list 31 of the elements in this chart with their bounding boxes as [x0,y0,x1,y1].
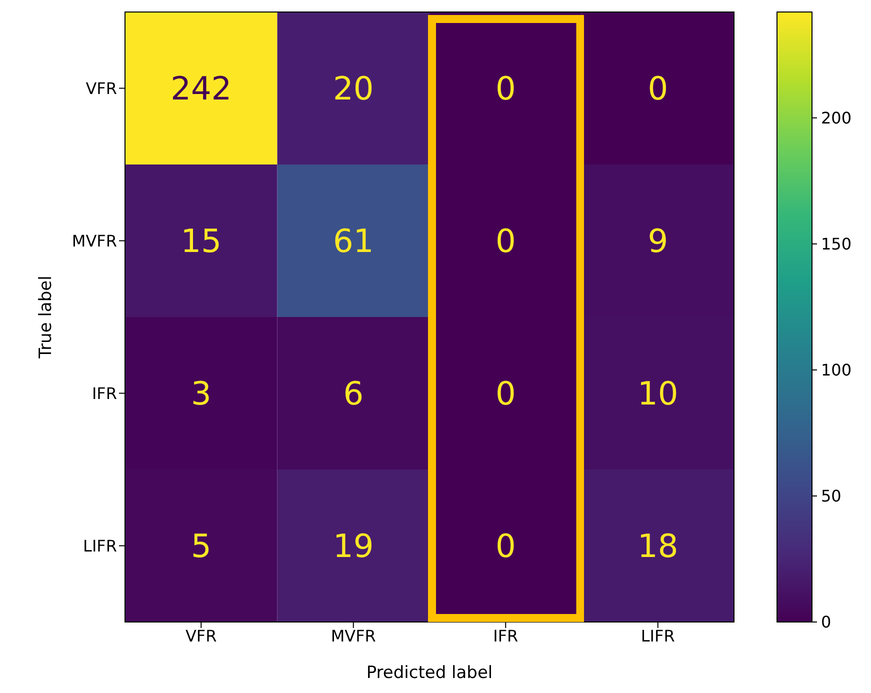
color-bar-label: 50 [821,486,842,506]
color-bar-label: 200 [821,108,852,128]
x-tick-label: LIFR [640,626,675,646]
data-label: 0 [495,526,516,565]
data-label: 5 [190,526,212,565]
data-label: 19 [333,526,374,565]
data-label: 0 [495,222,516,260]
data-label: 15 [180,222,222,260]
data-label: 20 [333,69,374,108]
data-label: 242 [170,69,232,108]
data-label: 3 [190,374,212,412]
data-label: 0 [648,69,668,108]
x-tick-label: VFR [185,626,217,646]
x-tick-label: MVFR [330,626,376,646]
color-bar-label: 100 [821,360,852,380]
data-label: 0 [495,374,516,412]
y-tick-label: VFR [86,78,117,98]
data-label: 0 [495,69,516,108]
data-label: 9 [648,222,668,260]
y-tick-label: IFR [92,384,117,403]
data-label: 18 [638,526,678,565]
color-bar-label: 150 [821,234,852,254]
y-tick-label: MVFR [72,231,117,250]
data-label: 61 [333,222,374,260]
y-axis-title: True label [36,276,56,360]
x-tick-label: IFR [493,626,518,646]
data-label: 6 [343,374,364,412]
x-axis-title: Predicted label [366,663,493,683]
data-label: 10 [638,374,678,412]
color-bar-label: 0 [821,612,832,632]
y-tick-label: LIFR [83,536,117,556]
